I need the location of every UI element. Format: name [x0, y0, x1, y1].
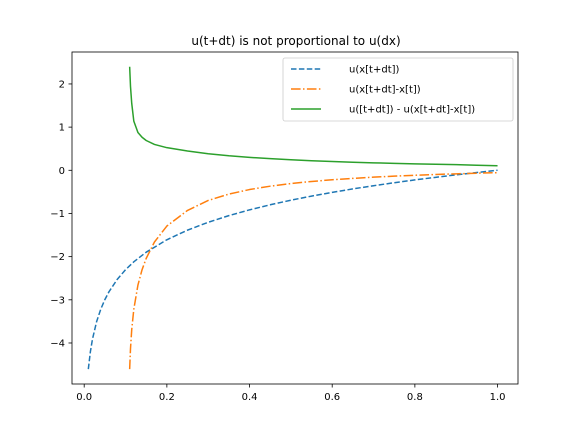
x-tick-label-1: 0.2 [159, 392, 175, 403]
x-tick-label-2: 0.4 [242, 392, 258, 403]
legend: u(x[t+dt]) u(x[t+dt]-x[t]) u([t+dt]) - u(x… [283, 58, 513, 121]
legend-label-1: u(x[t+dt]-x[t]) [349, 85, 421, 96]
y-tick-label-3: −1 [50, 209, 65, 220]
y-tick-label-1: −3 [50, 295, 65, 306]
y-tick-label-0: −4 [50, 339, 65, 350]
x-tick-label-4: 0.8 [407, 392, 423, 403]
x-tick-label-0: 0.0 [76, 392, 92, 403]
y-tick-label-6: 2 [59, 80, 65, 91]
chart-title: u(t+dt) is not proportional to u(dx) [191, 34, 400, 48]
x-tick-label-3: 0.6 [324, 392, 340, 403]
legend-label-2: u([t+dt]) - u(x[t+dt]-x[t]) [349, 105, 475, 116]
x-tick-label-5: 1.0 [490, 392, 506, 403]
y-tick-label-5: 1 [59, 123, 65, 134]
y-tick-label-4: 0 [59, 166, 65, 177]
y-tick-label-2: −2 [50, 252, 65, 263]
legend-label-0: u(x[t+dt]) [349, 65, 400, 76]
